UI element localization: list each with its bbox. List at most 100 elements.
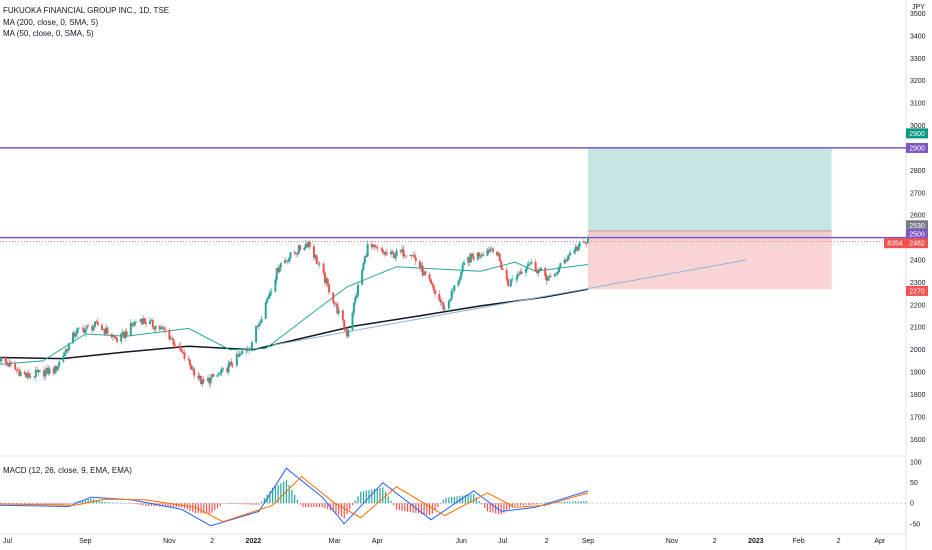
candle-body bbox=[569, 252, 572, 256]
horizontal-lines[interactable] bbox=[0, 147, 906, 243]
candle-body bbox=[189, 360, 192, 366]
price-tick-label: 1600 bbox=[910, 437, 926, 444]
macd-histogram-bar bbox=[354, 500, 356, 504]
macd-histogram-bar bbox=[263, 498, 265, 504]
macd-histogram-bar bbox=[533, 503, 535, 505]
macd-histogram-bar bbox=[294, 494, 296, 504]
macd-histogram-bar bbox=[351, 503, 354, 506]
candle-body bbox=[333, 302, 336, 304]
candle-body bbox=[361, 269, 364, 285]
candle-body bbox=[508, 285, 511, 287]
candle-body bbox=[73, 332, 76, 337]
candle-body bbox=[4, 357, 7, 362]
candle-body bbox=[402, 249, 405, 257]
candle-body bbox=[461, 265, 464, 272]
macd-histogram-bar bbox=[442, 499, 444, 504]
macd-histogram-bar bbox=[24, 503, 26, 505]
candle-body bbox=[250, 342, 253, 349]
candle-body bbox=[505, 269, 508, 280]
candle-body bbox=[412, 255, 415, 257]
candle-body bbox=[52, 368, 55, 374]
macd-histogram-bar bbox=[517, 503, 519, 506]
candle-body bbox=[487, 249, 490, 252]
candle-body bbox=[177, 345, 180, 347]
macd-histogram-bar bbox=[112, 502, 114, 504]
candle-body bbox=[92, 326, 95, 331]
long-position-tool[interactable] bbox=[587, 147, 832, 290]
candle-body bbox=[527, 264, 530, 266]
candle-body bbox=[154, 326, 157, 330]
candlesticks bbox=[0, 235, 589, 388]
macd-histogram-bar bbox=[65, 503, 67, 505]
macd-histogram-bar bbox=[98, 500, 100, 504]
candle-body bbox=[171, 338, 174, 339]
candle-body bbox=[173, 344, 176, 346]
candle-body bbox=[212, 374, 215, 377]
macd-histogram-bar bbox=[150, 503, 153, 507]
macd-histogram-bar bbox=[484, 503, 486, 508]
macd-histogram-bar bbox=[340, 503, 343, 517]
macd-histogram-bar bbox=[365, 490, 367, 504]
macd-pane bbox=[0, 467, 906, 527]
time-tick-label: 2 bbox=[837, 538, 841, 545]
macd-histogram-bar bbox=[318, 503, 321, 508]
macd-histogram-bar bbox=[274, 486, 276, 504]
macd-histogram-bar bbox=[227, 503, 230, 504]
candle-body bbox=[380, 248, 383, 250]
macd-tick-label: 100 bbox=[910, 460, 922, 467]
candle-body bbox=[94, 321, 97, 327]
macd-histogram-bar bbox=[283, 481, 285, 504]
macd-histogram-bar bbox=[51, 503, 53, 505]
candle-body bbox=[534, 261, 537, 271]
candle-body bbox=[84, 328, 87, 333]
candle-body bbox=[511, 279, 514, 281]
candle-body bbox=[63, 352, 66, 356]
candle-body bbox=[297, 245, 300, 254]
candle-body bbox=[285, 260, 288, 262]
macd-histogram-bar bbox=[401, 503, 403, 511]
candle-body bbox=[323, 272, 326, 283]
macd-histogram-bar bbox=[514, 503, 516, 506]
macd-histogram-bar bbox=[585, 501, 588, 504]
candle-body bbox=[373, 244, 376, 247]
candle-body bbox=[193, 368, 196, 376]
price-tick-label: 2000 bbox=[910, 347, 926, 354]
macd-histogram-bar bbox=[561, 501, 563, 504]
macd-histogram-bar bbox=[101, 501, 103, 504]
resistance-badge-bg bbox=[906, 229, 928, 240]
macd-histogram-bar bbox=[544, 502, 546, 504]
candle-body bbox=[36, 369, 39, 373]
candle-body bbox=[180, 350, 183, 353]
macd-histogram-bar bbox=[382, 487, 384, 504]
candle-body bbox=[482, 254, 485, 256]
candle-body bbox=[374, 246, 377, 248]
candle-body bbox=[226, 368, 229, 373]
macd-histogram-bar bbox=[225, 503, 227, 504]
candle-body bbox=[318, 263, 321, 265]
candle-body bbox=[526, 265, 529, 270]
macd-histogram-bar bbox=[296, 499, 299, 504]
candle-body bbox=[38, 370, 41, 371]
candle-body bbox=[337, 310, 340, 314]
macd-histogram-bar bbox=[280, 483, 282, 504]
candle-body bbox=[124, 331, 127, 338]
signal-line bbox=[0, 475, 589, 523]
candle-body bbox=[43, 370, 46, 377]
macd-histogram-bar bbox=[459, 495, 461, 504]
candle-body bbox=[122, 332, 125, 338]
candle-body bbox=[391, 251, 394, 253]
candle-body bbox=[151, 320, 154, 328]
candle-body bbox=[260, 318, 263, 323]
axes: JPY3500340033003200310030002900280027002… bbox=[3, 4, 928, 545]
macd-histogram-bar bbox=[310, 503, 312, 508]
candle-body bbox=[87, 325, 90, 327]
price-tick-label: 3000 bbox=[910, 123, 926, 130]
candle-body bbox=[255, 326, 258, 343]
macd-histogram-bar bbox=[137, 503, 139, 505]
candle-body bbox=[429, 279, 432, 284]
currency-label: JPY bbox=[912, 4, 925, 11]
macd-histogram-bar bbox=[194, 503, 197, 514]
candle-body bbox=[356, 284, 359, 296]
candle-body bbox=[390, 251, 393, 255]
